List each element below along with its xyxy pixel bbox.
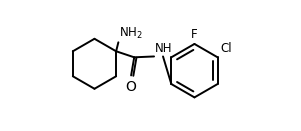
Text: NH: NH [155, 42, 172, 55]
Text: NH$_2$: NH$_2$ [119, 26, 143, 41]
Text: Cl: Cl [220, 42, 232, 55]
Text: O: O [125, 80, 136, 94]
Text: F: F [191, 28, 198, 41]
